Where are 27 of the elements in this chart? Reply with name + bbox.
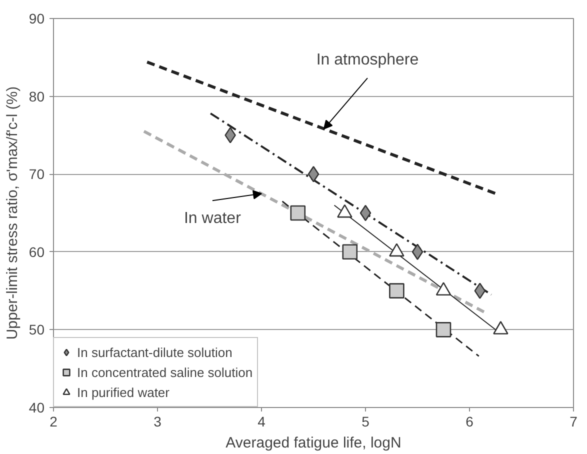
- y-tick-label: 60: [28, 244, 45, 260]
- legend-label: In concentrated saline solution: [77, 364, 253, 380]
- legend-label: In purified water: [77, 384, 170, 400]
- point: [474, 282, 486, 299]
- point: [436, 322, 452, 338]
- point: [389, 283, 404, 298]
- x-tick-label: 4: [258, 414, 266, 430]
- x-tick-label: 3: [154, 414, 162, 430]
- legend-label: In surfactant-dilute solution: [77, 344, 232, 360]
- x-tick-label: 5: [362, 414, 370, 430]
- point: [342, 244, 358, 260]
- point: [308, 166, 320, 182]
- annotation: In atmosphere: [316, 52, 419, 69]
- x-axis-title: Averaged fatigue life, logN: [226, 434, 402, 452]
- x-tick-label: 6: [466, 414, 474, 430]
- y-tick-label: 40: [28, 400, 45, 416]
- y-tick-label: 80: [28, 88, 45, 104]
- point: [360, 204, 372, 222]
- point: [290, 205, 306, 221]
- annotation: In water: [184, 210, 242, 227]
- y-tick-label: 70: [28, 166, 45, 182]
- point: [412, 244, 424, 260]
- y-tick-label: 50: [28, 322, 45, 338]
- y-tick-label: 90: [28, 10, 45, 26]
- x-tick-label: 2: [50, 414, 58, 430]
- y-axis-title: Upper-limit stress ratio, σ'max/f'c-l (%): [4, 86, 21, 340]
- x-tick-label: 7: [570, 414, 578, 430]
